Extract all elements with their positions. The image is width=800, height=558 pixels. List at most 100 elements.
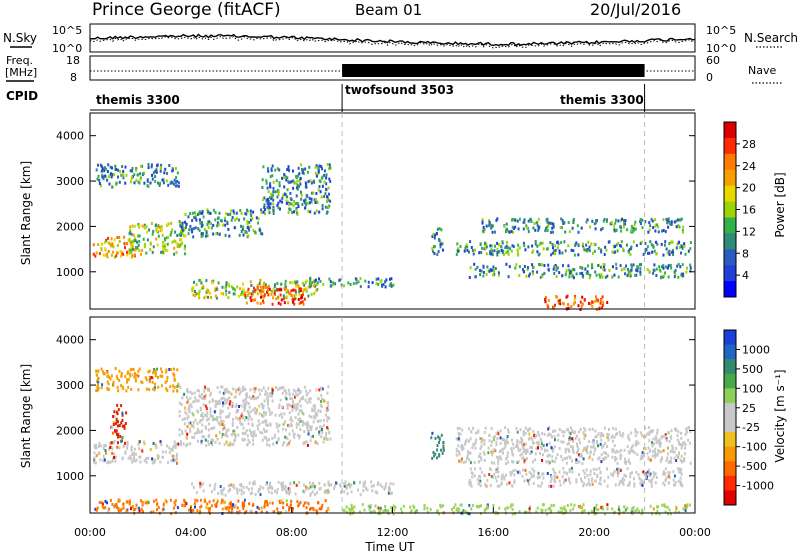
cpid-segment-1: themis 3300: [96, 93, 180, 107]
power-colorbar-tick: 24: [742, 160, 756, 173]
noise-search-line: [89, 35, 696, 49]
velocity-colorbar: 1000 500 100 25 -25 -100 -500 -1000: [723, 329, 774, 506]
velocity-echo-region: [468, 466, 684, 488]
velocity-colorbar-tick: 500: [742, 363, 763, 376]
velocity-ytick-label: 2000: [56, 424, 84, 437]
date-label: 20/Jul/2016: [590, 0, 681, 19]
noise-tick-right-top: 10^5: [706, 24, 736, 37]
velocity-colorbar-swatch: [724, 490, 736, 506]
velocity-colorbar-tick: 1000: [742, 343, 770, 356]
power-colorbar-swatch: [724, 249, 736, 266]
power-colorbar-swatch: [724, 169, 736, 187]
velocity-colorbar-swatch: [724, 344, 736, 360]
beam-label: Beam 01: [355, 1, 422, 19]
velocity-echo-region: [94, 498, 231, 516]
power-colorbar-tick: 16: [742, 204, 756, 217]
velocity-colorbar-label: Velocity [m s⁻¹]: [773, 369, 787, 462]
noise-sky-label: N.Sky: [3, 31, 37, 45]
power-ytick-label: 4000: [56, 130, 84, 143]
velocity-xticks: 00:00 04:00 08:00 12:00 16:00 20:00 00:00: [74, 507, 711, 539]
velocity-colorbar-swatch: [724, 388, 736, 404]
power-echo-region: [92, 235, 137, 259]
power-echo-region: [455, 240, 692, 257]
velocity-xtick-label: 00:00: [679, 526, 711, 539]
power-colorbar-swatch: [724, 217, 736, 234]
power-colorbar-swatch: [724, 153, 736, 171]
power-colorbar-swatch: [724, 201, 736, 218]
noise-tick-left-bottom: 10^0: [52, 42, 82, 55]
velocity-colorbar-swatch: [724, 402, 736, 418]
velocity-echo-region: [110, 403, 128, 445]
noise-strip-frame: [89, 23, 696, 53]
velocity-ylabel: Slant Range [km]: [19, 364, 33, 468]
power-ylabel: Slant Range [km]: [19, 161, 33, 265]
power-colorbar: 28 24 20 16 12 8 4: [723, 121, 756, 298]
velocity-colorbar-swatch: [724, 461, 736, 477]
velocity-echo-region: [342, 503, 691, 516]
power-panel: [92, 163, 692, 311]
velocity-echo-region: [95, 367, 180, 393]
velocity-xtick-label: 16:00: [477, 526, 509, 539]
power-colorbar-tick: 8: [742, 247, 749, 260]
noise-search-label: N.Search: [744, 31, 798, 45]
velocity-xtick-label: 20:00: [578, 526, 610, 539]
power-colorbar-swatch: [724, 122, 736, 139]
velocity-xtick-label: 08:00: [276, 526, 308, 539]
velocity-colorbar-tick: -100: [742, 441, 767, 454]
velocity-colorbar-swatch: [724, 373, 736, 389]
nave-label: Nave: [748, 64, 776, 77]
power-colorbar-swatch: [724, 137, 736, 155]
velocity-colorbar-swatch: [724, 446, 736, 462]
noise-tick-left-top: 10^5: [52, 24, 82, 37]
noise-tick-right-bottom: 10^0: [706, 42, 736, 55]
noise-sky-trace: [89, 33, 696, 47]
power-colorbar-swatch: [724, 281, 736, 298]
power-echo-region: [127, 221, 187, 256]
velocity-ytick-label: 3000: [56, 379, 84, 392]
power-echo-region: [468, 262, 692, 280]
freq-tick-bottom: 8: [70, 71, 77, 84]
freq-unit-label: [MHz]: [5, 66, 37, 79]
nave-tick-bottom: 0: [706, 71, 713, 84]
velocity-xtick-label: 04:00: [175, 526, 207, 539]
velocity-panel: [93, 367, 692, 516]
power-colorbar-tick: 28: [742, 138, 756, 151]
velocity-colorbar-tick: -25: [742, 421, 760, 434]
cpid-label: CPID: [6, 89, 38, 103]
velocity-echo-region: [455, 426, 692, 466]
freq-strip-frame: [89, 55, 696, 81]
cpid-separator-lines: [341, 113, 646, 513]
cpid-segment-3: themis 3300: [560, 93, 644, 107]
power-colorbar-tick: 20: [742, 182, 756, 195]
power-colorbar-swatch: [724, 233, 736, 250]
velocity-yticks: 1000 2000 3000 4000: [56, 334, 695, 483]
velocity-xlabel: Time UT: [364, 540, 415, 554]
power-ytick-label: 2000: [56, 220, 84, 233]
velocity-ytick-label: 1000: [56, 470, 84, 483]
velocity-xtick-label: 00:00: [74, 526, 106, 539]
power-colorbar-label: Power [dB]: [773, 172, 787, 237]
velocity-ytick-label: 4000: [56, 334, 84, 347]
cpid-segment-2: twofsound 3503: [345, 83, 454, 97]
velocity-colorbar-tick: -1000: [742, 480, 774, 493]
cpid-segments: [341, 84, 646, 112]
velocity-echo-region: [178, 385, 332, 447]
velocity-colorbar-tick: 25: [742, 402, 756, 415]
power-colorbar-tick: 4: [742, 269, 749, 282]
power-echo-region: [95, 163, 180, 189]
noise-search-trace: [89, 35, 696, 49]
noise-sky-line: [89, 33, 696, 47]
velocity-echo-region: [228, 498, 330, 515]
velocity-colorbar-tick: -500: [742, 460, 767, 473]
power-colorbar-swatch: [724, 265, 736, 282]
power-echo-region: [244, 285, 306, 306]
velocity-colorbar-swatch: [724, 359, 736, 375]
velocity-colorbar-swatch: [724, 330, 736, 346]
velocity-xtick-label: 12:00: [377, 526, 409, 539]
freq-label: Freq.: [6, 54, 33, 67]
freq-tick-top: 18: [66, 54, 80, 67]
nave-block: [342, 64, 645, 77]
power-panel-frame: [89, 112, 696, 310]
